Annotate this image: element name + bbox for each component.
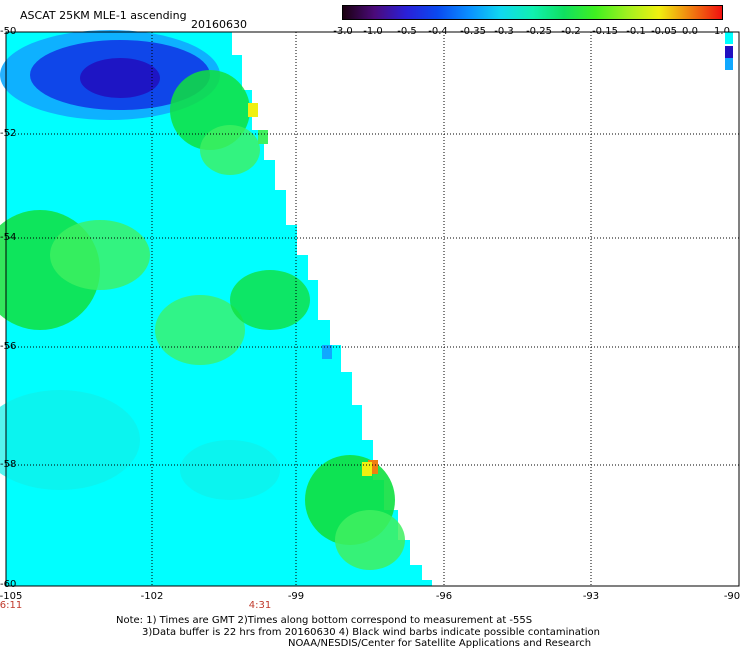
lat-label: -52: [0, 128, 17, 139]
edge-cell: [725, 32, 733, 44]
map-date: 20160630: [191, 18, 247, 31]
time-label: 6:11: [0, 600, 23, 611]
map-title: ASCAT 25KM MLE-1 ascending: [20, 9, 187, 22]
lat-label: -50: [0, 26, 17, 37]
green-patch: [50, 220, 150, 290]
lat-label: -58: [0, 459, 17, 470]
green-patch: [230, 270, 310, 330]
lon-label: -96: [435, 591, 453, 602]
cyan-patch: [180, 440, 280, 500]
lon-label: -105: [0, 591, 23, 602]
note-line: Note: 1) Times are GMT 2)Times along bot…: [116, 615, 533, 626]
edge-cell: [725, 58, 733, 70]
lon-label: -102: [140, 591, 164, 602]
green-patch: [200, 125, 260, 175]
deep-blue-patch: [80, 58, 160, 98]
wind-field: [0, 30, 733, 586]
lon-label: -90: [723, 591, 740, 602]
colorbar: [342, 5, 723, 20]
cyan-patch: [0, 390, 140, 490]
lat-label: -60: [0, 579, 17, 590]
edge-cell: [362, 462, 372, 476]
edge-cell: [248, 103, 258, 117]
credit-line: NOAA/NESDIS/Center for Satellite Applica…: [288, 638, 592, 649]
lon-label: -93: [582, 591, 600, 602]
map-grid: [6, 32, 739, 586]
lon-label: -99: [287, 591, 305, 602]
time-label: 4:31: [248, 600, 272, 611]
edge-cell: [258, 130, 268, 144]
green-patch: [335, 510, 405, 570]
lat-label: -56: [0, 341, 17, 352]
edge-cell: [368, 460, 378, 474]
lat-label: -54: [0, 232, 17, 243]
note-line: 3)Data buffer is 22 hrs from 20160630 4)…: [142, 627, 600, 638]
map-frame: [5, 31, 740, 587]
edge-cell: [725, 46, 733, 58]
edge-cell: [322, 345, 332, 359]
